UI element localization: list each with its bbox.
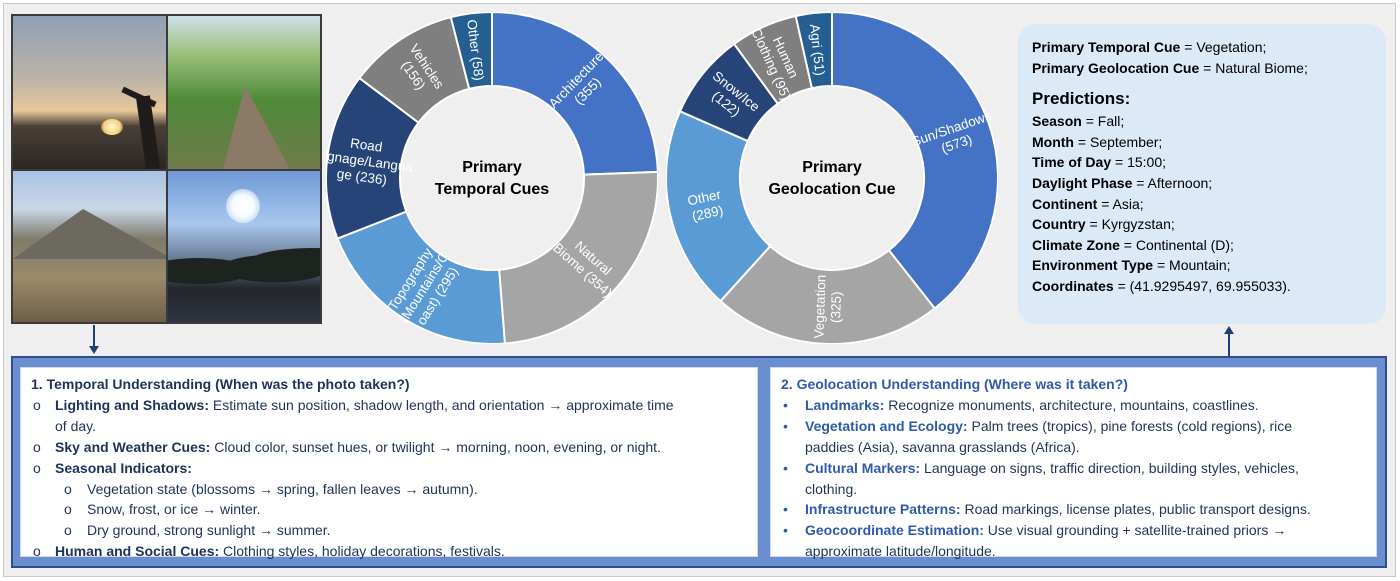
prediction-row: Month = September; [1032, 133, 1163, 150]
donut-slice [336, 210, 506, 344]
understanding-panel: 1. Temporal Understanding (When was the … [11, 356, 1387, 568]
arrow-down-line [93, 325, 95, 347]
prediction-row: Season = Fall; [1032, 113, 1125, 130]
temporal-cues-donut: Architecture(355)NaturalBiome (354)Topog… [326, 12, 658, 344]
geolocation-understanding-card: 2. Geolocation Understanding (Where was … [770, 367, 1377, 559]
donut-slice-label: Agri (51) [807, 23, 828, 76]
temporal-understanding-card: 1. Temporal Understanding (When was the … [20, 367, 758, 559]
primary-temporal-cue: Primary Temporal Cue = Vegetation; [1032, 39, 1267, 55]
list-item: o Human and Social Cues: Clothing styles,… [33, 543, 505, 560]
donut-slice [666, 109, 772, 303]
photo-mountains [13, 171, 166, 322]
arrow-down-head [89, 346, 99, 354]
primary-geolocation-cue: Primary Geolocation Cue = Natural Biome; [1032, 59, 1308, 76]
prediction-row: Continent = Asia; [1032, 195, 1144, 212]
temporal-card-title: 1. Temporal Understanding (When was the … [31, 376, 410, 392]
list-item: • Cultural Markers: Language on signs, tr… [783, 459, 1299, 497]
list-item: o Seasonal Indicators: [33, 459, 192, 476]
prediction-row: Time of Day = 15:00; [1032, 154, 1166, 171]
predictions-box: Primary Temporal Cue = Vegetation; Prima… [1018, 24, 1386, 324]
donut-slice [719, 244, 937, 344]
list-item: o Sky and Weather Cues: Cloud color, suns… [33, 438, 661, 455]
list-item: o Lighting and Shadows: Estimate sun posi… [33, 396, 674, 434]
prediction-row: Environment Type = Mountain; [1032, 257, 1231, 274]
donut-slice [794, 12, 833, 90]
donut-center-title: Primary Temporal Cues [435, 159, 550, 198]
donut-slice [831, 12, 998, 310]
prediction-row: Climate Zone = Continental (D); [1032, 236, 1234, 253]
arrow-up-line [1228, 334, 1230, 356]
list-item: • Infrastructure Patterns: Road markings,… [783, 501, 1311, 518]
prediction-row: Coordinates = (41.9295497, 69.955033). [1032, 277, 1291, 294]
list-item: • Landmarks: Recognize monuments, archite… [783, 396, 1259, 413]
donut-slice-label: Vegetation(325) [811, 274, 844, 339]
prediction-row: Country = Kyrgyzstan; [1032, 216, 1175, 233]
prediction-row: Daylight Phase = Afternoon; [1032, 174, 1213, 191]
donut-slice [498, 170, 658, 344]
predictions-title: Predictions: [1032, 89, 1131, 109]
geo-card-title: 2. Geolocation Understanding (Where was … [781, 376, 1128, 392]
sub-list-item: o Snow, frost, or ice → winter. [64, 501, 261, 518]
list-item: • Geocoordinate Estimation: Use visual gr… [783, 522, 1287, 560]
predictions-list: Season = Fall; Month = September; Time of … [1032, 111, 1372, 296]
arrow-up-head [1224, 326, 1234, 334]
photo-sunset [13, 16, 166, 169]
sub-list-item: o Dry ground, strong sunlight → summer. [64, 522, 331, 539]
donut-slice-label: Other(289) [686, 187, 726, 224]
sub-list-item: o Vegetation state (blossoms → spring, fa… [64, 480, 478, 497]
donut-center-title: Primary Geolocation Cue [768, 159, 895, 198]
donut-slice [491, 12, 658, 176]
donut-slice [449, 12, 493, 91]
list-item: • Vegetation and Ecology: Palm trees (tro… [783, 417, 1293, 455]
photo-green-path [168, 16, 320, 169]
geolocation-cue-donut: Sun/Shadows(573)Vegetation(325)Other(289… [666, 12, 998, 344]
photo-bright-sun [168, 171, 320, 322]
photo-grid [11, 14, 322, 324]
